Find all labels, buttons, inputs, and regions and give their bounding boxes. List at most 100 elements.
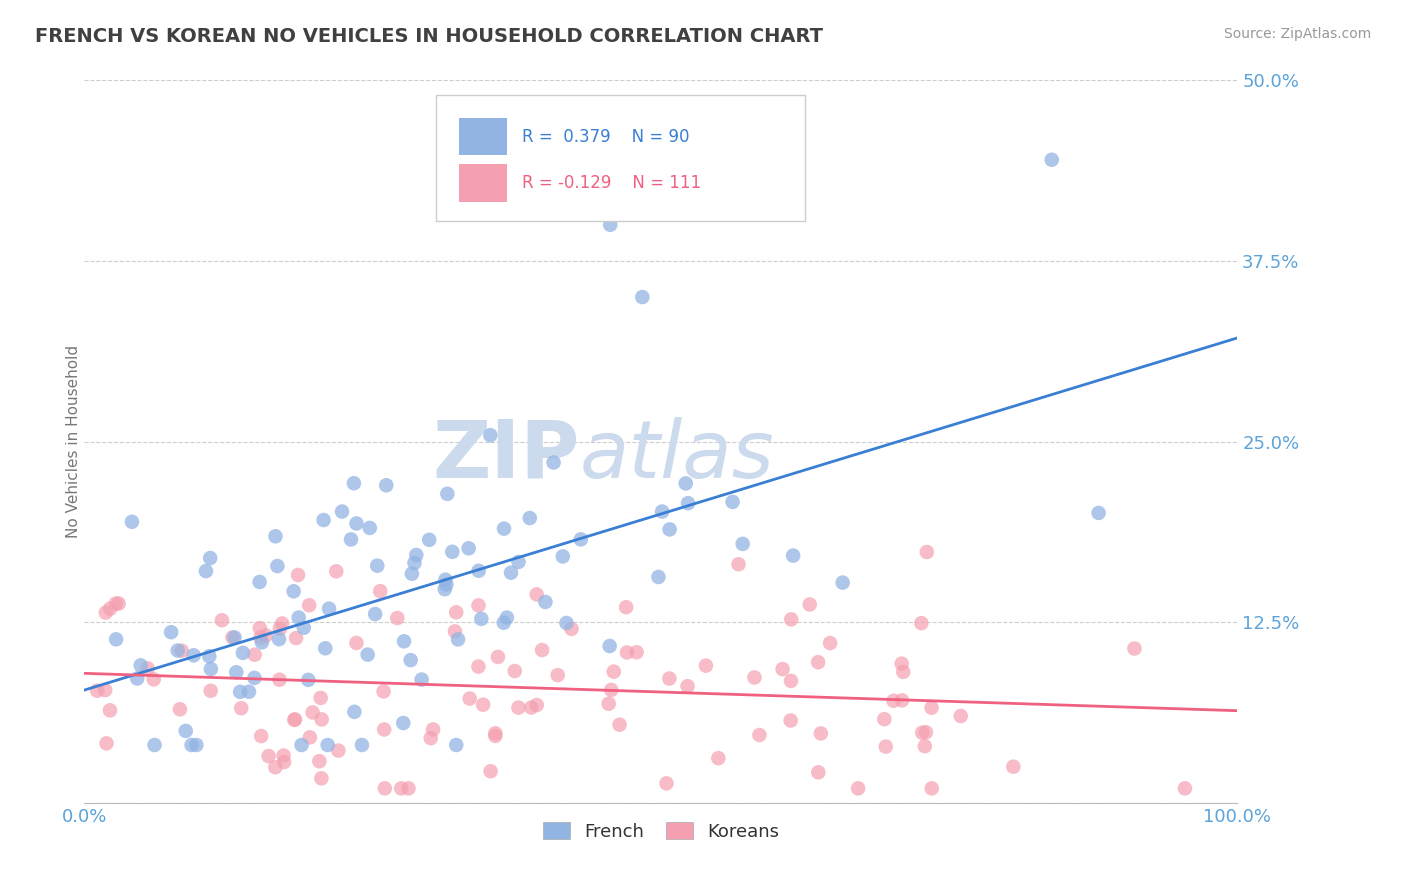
Point [287, 610, 309, 624]
Point [86, 683, 108, 698]
Point [373, 723, 395, 737]
Point [569, 533, 592, 547]
Point [399, 653, 422, 667]
Point [890, 657, 912, 671]
Point [434, 573, 457, 587]
Point [614, 600, 637, 615]
Point [238, 684, 260, 698]
Point [249, 631, 271, 645]
Point [444, 624, 467, 639]
Point [779, 714, 801, 728]
Point [94, 606, 117, 620]
Text: FRENCH VS KOREAN NO VEHICLES IN HOUSEHOLD CORRELATION CHART: FRENCH VS KOREAN NO VEHICLES IN HOUSEHOL… [35, 27, 823, 45]
Point [364, 607, 387, 621]
Point [676, 496, 699, 510]
Point [675, 476, 697, 491]
Point [695, 658, 717, 673]
Point [492, 522, 515, 536]
Text: ZIP: ZIP [433, 417, 581, 495]
Point [472, 698, 495, 712]
Point [297, 673, 319, 687]
Point [283, 713, 305, 727]
Point [658, 522, 681, 536]
Point [658, 672, 681, 686]
Point [831, 575, 853, 590]
Point [531, 643, 554, 657]
Point [1002, 760, 1025, 774]
Point [267, 632, 290, 647]
Point [1174, 781, 1197, 796]
Point [772, 662, 794, 676]
Point [721, 495, 744, 509]
Point [875, 739, 897, 754]
Point [249, 621, 271, 635]
Point [94, 683, 117, 698]
Point [520, 700, 543, 714]
Point [457, 541, 479, 556]
Point [422, 723, 444, 737]
Point [600, 682, 623, 697]
Point [807, 655, 830, 669]
Point [404, 556, 426, 570]
Point [467, 659, 489, 673]
Point [325, 564, 347, 578]
Point [308, 754, 330, 768]
Point [526, 698, 548, 712]
Point [269, 622, 291, 636]
Point [298, 731, 321, 745]
Point [340, 533, 363, 547]
Point [180, 738, 202, 752]
FancyBboxPatch shape [460, 164, 508, 202]
Point [105, 632, 128, 647]
Point [405, 548, 427, 562]
Point [392, 634, 415, 648]
Point [170, 643, 193, 657]
Point [257, 749, 280, 764]
Point [200, 683, 222, 698]
Point [136, 661, 159, 675]
Text: R =  0.379    N = 90: R = 0.379 N = 90 [523, 128, 690, 145]
Point [350, 738, 373, 752]
Point [519, 511, 541, 525]
Point [603, 665, 626, 679]
Point [434, 577, 457, 591]
Point [470, 612, 492, 626]
Point [387, 611, 409, 625]
Point [232, 646, 254, 660]
Point [921, 781, 943, 796]
Text: R = -0.129    N = 111: R = -0.129 N = 111 [523, 174, 702, 192]
Point [799, 598, 821, 612]
Point [243, 671, 266, 685]
Y-axis label: No Vehicles in Household: No Vehicles in Household [66, 345, 80, 538]
Point [330, 504, 353, 518]
Point [346, 516, 368, 531]
Point [818, 636, 841, 650]
Point [250, 635, 273, 649]
Point [782, 549, 804, 563]
Point [254, 628, 277, 642]
Point [731, 537, 754, 551]
Point [186, 738, 208, 752]
Text: atlas: atlas [581, 417, 775, 495]
Point [492, 615, 515, 630]
Point [486, 649, 509, 664]
Point [807, 765, 830, 780]
Point [271, 616, 294, 631]
Point [127, 672, 149, 686]
Point [290, 738, 312, 752]
Point [609, 717, 631, 731]
Point [921, 700, 943, 714]
Point [194, 564, 217, 578]
Point [328, 743, 350, 757]
Point [287, 568, 309, 582]
Point [343, 705, 366, 719]
Point [915, 545, 938, 559]
Point [392, 716, 415, 731]
Point [496, 610, 519, 624]
Point [311, 713, 333, 727]
Point [534, 595, 557, 609]
Point [200, 662, 222, 676]
Point [368, 584, 391, 599]
Point [198, 649, 221, 664]
Point [183, 648, 205, 663]
